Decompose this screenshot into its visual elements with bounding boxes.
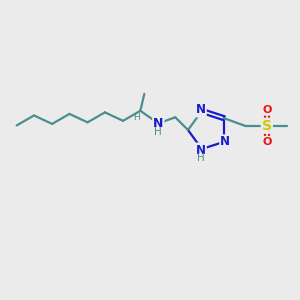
Text: H: H [154, 128, 162, 137]
Text: H: H [133, 113, 140, 122]
Text: N: N [196, 143, 206, 157]
Text: H: H [197, 153, 205, 163]
Text: N: N [153, 117, 164, 130]
Text: N: N [196, 103, 206, 116]
Text: O: O [262, 105, 272, 115]
Text: N: N [220, 135, 230, 148]
Text: O: O [262, 137, 272, 147]
Text: S: S [262, 119, 272, 133]
